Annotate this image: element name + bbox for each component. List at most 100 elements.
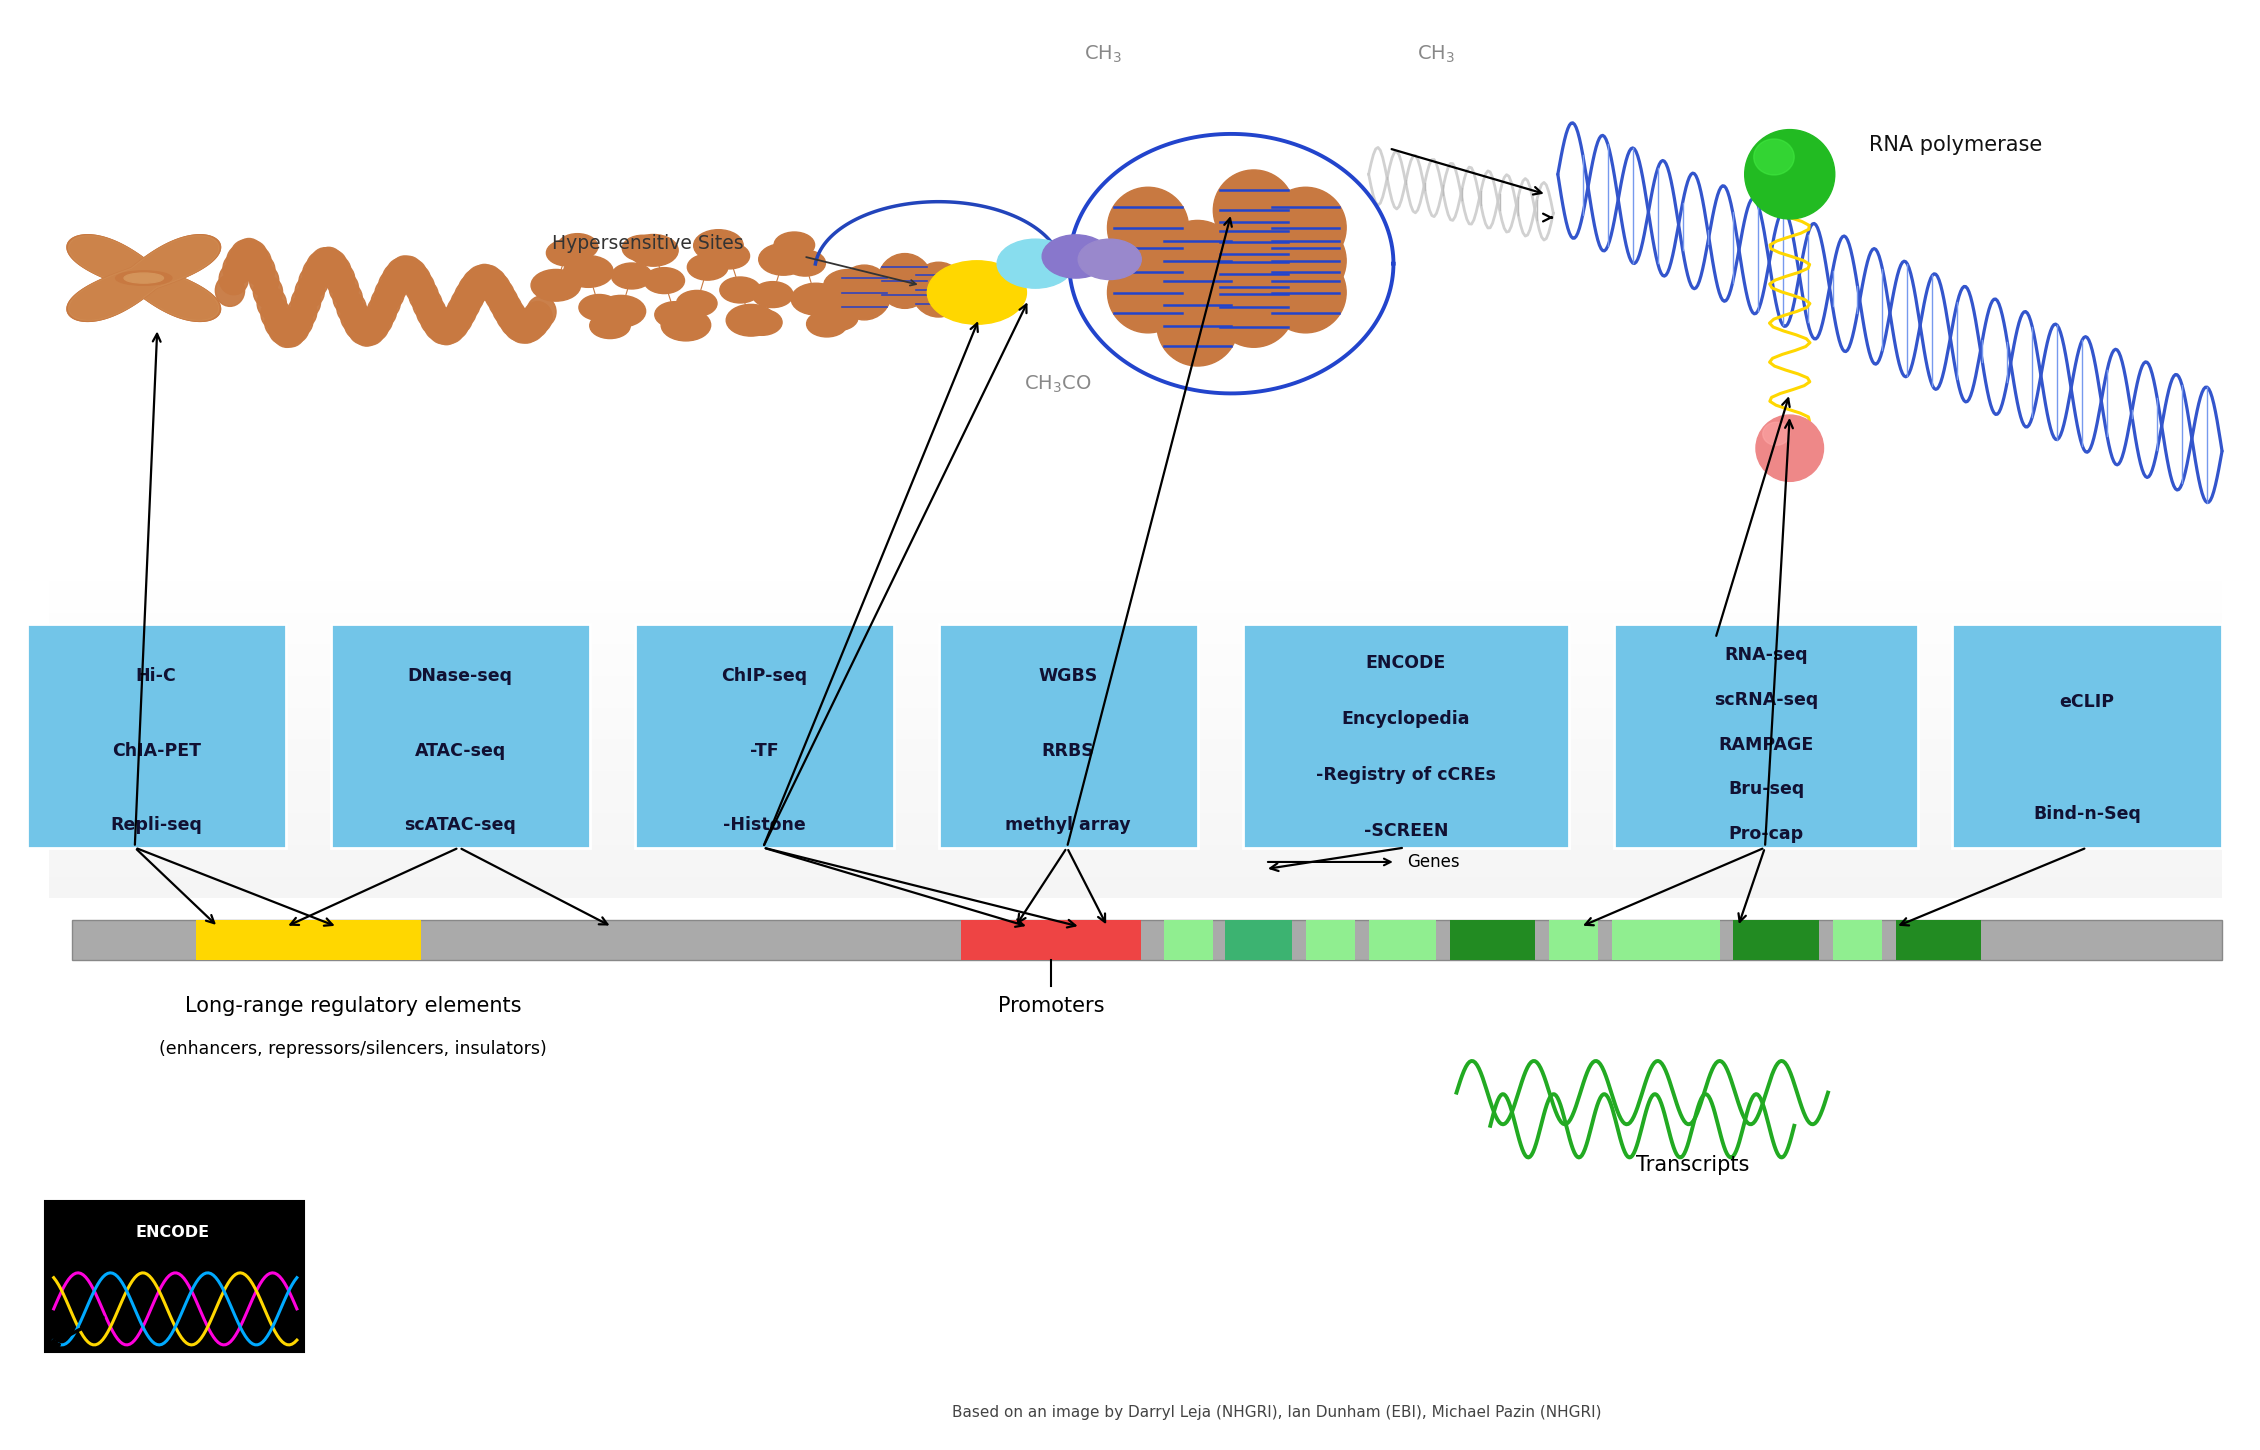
Ellipse shape (1266, 252, 1347, 334)
Ellipse shape (1107, 187, 1189, 268)
Text: Based on an image by Darryl Leja (NHGRI), Ian Dunham (EBI), Michael Pazin (NHGRI: Based on an image by Darryl Leja (NHGRI)… (951, 1405, 1600, 1420)
Circle shape (579, 294, 619, 320)
Circle shape (590, 313, 631, 338)
Text: Transcripts: Transcripts (1636, 1154, 1749, 1174)
Ellipse shape (124, 273, 163, 283)
Circle shape (687, 254, 728, 280)
FancyBboxPatch shape (330, 624, 590, 848)
Ellipse shape (249, 264, 278, 296)
FancyBboxPatch shape (27, 624, 285, 848)
Bar (50, 624, 2222, 634)
Text: Long-range regulatory elements: Long-range regulatory elements (185, 996, 522, 1016)
Bar (1164, 919, 1214, 960)
Bar (50, 803, 2222, 813)
Ellipse shape (303, 258, 332, 289)
Bar (50, 887, 2222, 898)
Ellipse shape (443, 302, 472, 334)
Bar (50, 697, 2222, 708)
Circle shape (791, 283, 841, 315)
Ellipse shape (269, 313, 298, 345)
Circle shape (1042, 235, 1110, 278)
Text: Repli-seq: Repli-seq (111, 816, 201, 834)
Ellipse shape (330, 273, 359, 304)
Text: Genes: Genes (1408, 853, 1460, 871)
Bar (1896, 919, 1982, 960)
Ellipse shape (246, 254, 276, 286)
Text: ATAC-seq: ATAC-seq (414, 742, 506, 760)
Bar (50, 866, 2222, 877)
Circle shape (753, 281, 793, 307)
Circle shape (612, 262, 651, 289)
Bar (50, 813, 2222, 824)
Polygon shape (68, 236, 219, 320)
Text: ChIA-PET: ChIA-PET (111, 742, 201, 760)
Circle shape (558, 233, 599, 260)
Text: Bru-seq: Bru-seq (1729, 780, 1803, 799)
Ellipse shape (459, 274, 488, 306)
Ellipse shape (1754, 139, 1794, 175)
Ellipse shape (432, 313, 461, 345)
Bar (1733, 919, 1819, 960)
Bar (1370, 919, 1435, 960)
Bar (50, 761, 2222, 771)
Ellipse shape (1266, 187, 1347, 268)
Bar (50, 771, 2222, 782)
Circle shape (644, 268, 685, 293)
Ellipse shape (319, 249, 348, 281)
Ellipse shape (511, 312, 540, 344)
Text: RAMPAGE: RAMPAGE (1718, 735, 1815, 754)
Bar (197, 919, 420, 960)
Ellipse shape (307, 251, 337, 283)
Bar (1306, 919, 1356, 960)
Ellipse shape (488, 286, 518, 318)
Ellipse shape (911, 262, 965, 318)
Circle shape (784, 251, 825, 276)
Ellipse shape (355, 313, 384, 345)
Text: ENCODE: ENCODE (136, 1225, 210, 1240)
Ellipse shape (359, 309, 389, 341)
Ellipse shape (287, 296, 316, 328)
Ellipse shape (466, 265, 495, 297)
Bar (50, 792, 2222, 803)
Bar (50, 845, 2222, 855)
Bar (50, 740, 2222, 750)
Bar (50, 782, 2222, 792)
Ellipse shape (463, 270, 490, 300)
Ellipse shape (332, 283, 362, 315)
Ellipse shape (409, 280, 438, 312)
Bar (50, 644, 2222, 655)
Ellipse shape (436, 312, 466, 344)
Ellipse shape (486, 280, 515, 310)
Ellipse shape (1107, 252, 1189, 334)
Ellipse shape (447, 296, 477, 328)
Circle shape (655, 302, 696, 328)
Ellipse shape (515, 310, 545, 341)
Text: methyl array: methyl array (1006, 816, 1130, 834)
Ellipse shape (405, 271, 434, 303)
Text: RNA polymerase: RNA polymerase (1869, 135, 2041, 155)
Ellipse shape (341, 302, 371, 334)
Text: DNase-seq: DNase-seq (407, 667, 513, 686)
Ellipse shape (368, 296, 395, 328)
Ellipse shape (508, 312, 538, 342)
Ellipse shape (398, 260, 427, 291)
Ellipse shape (296, 276, 325, 307)
Bar (50, 676, 2222, 686)
Ellipse shape (393, 257, 423, 289)
Circle shape (825, 270, 872, 302)
Ellipse shape (258, 287, 287, 319)
Ellipse shape (115, 271, 172, 286)
Ellipse shape (877, 254, 931, 309)
Ellipse shape (337, 293, 366, 323)
Ellipse shape (321, 255, 350, 287)
Circle shape (997, 239, 1074, 289)
Circle shape (622, 235, 662, 261)
Bar (50, 877, 2222, 887)
Ellipse shape (520, 306, 549, 338)
Circle shape (628, 235, 678, 267)
Bar (50, 750, 2222, 761)
Bar (72, 919, 2222, 960)
Ellipse shape (454, 281, 484, 313)
Bar (50, 655, 2222, 666)
Ellipse shape (427, 312, 457, 344)
